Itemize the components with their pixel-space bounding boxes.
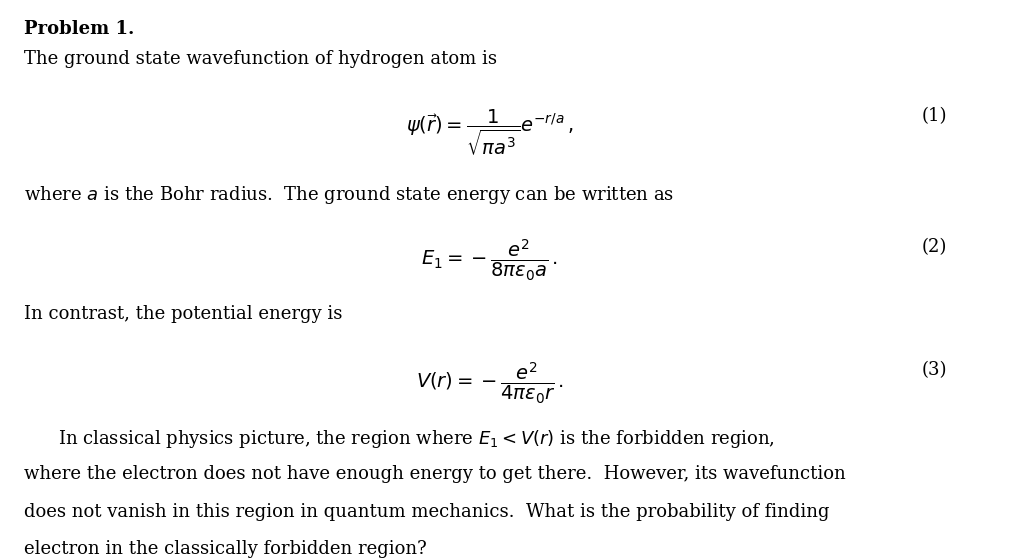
Text: (3): (3) bbox=[922, 361, 946, 379]
Text: $V(r) = -\dfrac{e^2}{4\pi\varepsilon_0 r}\,.$: $V(r) = -\dfrac{e^2}{4\pi\varepsilon_0 r… bbox=[416, 361, 564, 406]
Text: In classical physics picture, the region where $E_1 < V(r)$ is the forbidden reg: In classical physics picture, the region… bbox=[57, 428, 774, 450]
Text: $E_1 = -\dfrac{e^2}{8\pi\varepsilon_0 a}\,.$: $E_1 = -\dfrac{e^2}{8\pi\varepsilon_0 a}… bbox=[422, 238, 558, 283]
Text: Problem 1.: Problem 1. bbox=[24, 20, 134, 37]
Text: The ground state wavefunction of hydrogen atom is: The ground state wavefunction of hydroge… bbox=[24, 50, 497, 68]
Text: electron in the classically forbidden region?: electron in the classically forbidden re… bbox=[24, 541, 426, 558]
Text: In contrast, the potential energy is: In contrast, the potential energy is bbox=[24, 305, 342, 323]
Text: (2): (2) bbox=[922, 238, 946, 256]
Text: where $a$ is the Bohr radius.  The ground state energy can be written as: where $a$ is the Bohr radius. The ground… bbox=[24, 184, 674, 206]
Text: does not vanish in this region in quantum mechanics.  What is the probability of: does not vanish in this region in quantu… bbox=[24, 503, 829, 521]
Text: $\psi(\vec{r}) = \dfrac{1}{\sqrt{\pi a^3}}e^{-r/a}\,,$: $\psi(\vec{r}) = \dfrac{1}{\sqrt{\pi a^3… bbox=[407, 107, 573, 157]
Text: (1): (1) bbox=[922, 107, 946, 125]
Text: where the electron does not have enough energy to get there.  However, its wavef: where the electron does not have enough … bbox=[24, 466, 846, 484]
